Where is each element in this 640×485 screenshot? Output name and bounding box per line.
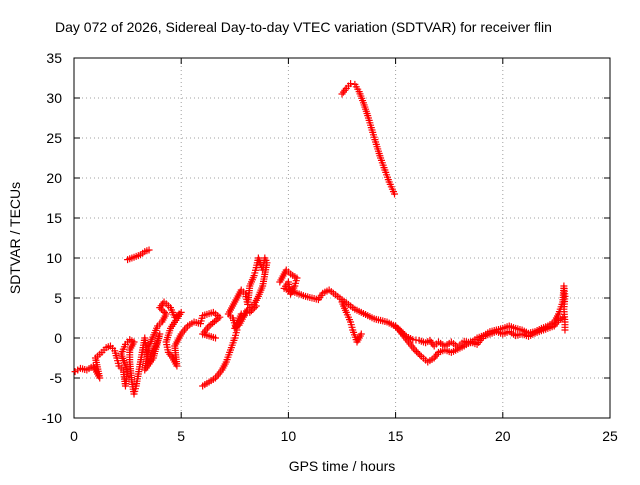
plot-frame xyxy=(73,57,611,419)
data-point xyxy=(414,349,422,357)
data-point xyxy=(561,326,569,334)
data-point xyxy=(161,308,169,316)
data-point xyxy=(251,304,259,312)
y-tick-label: 10 xyxy=(46,250,62,266)
series-segment-5 xyxy=(338,298,365,346)
data-layer xyxy=(71,80,569,398)
data-point xyxy=(159,307,167,315)
y-tick-label: 20 xyxy=(46,170,62,186)
data-point xyxy=(413,348,421,356)
data-point xyxy=(416,351,424,359)
data-point xyxy=(411,346,419,354)
y-tick-label: -10 xyxy=(42,410,62,426)
grid-layer xyxy=(74,58,610,418)
series-segment-2 xyxy=(124,246,153,264)
data-point xyxy=(212,334,220,342)
y-tick-label: 30 xyxy=(46,90,62,106)
y-tick-label: -5 xyxy=(50,370,63,386)
data-point xyxy=(347,80,355,88)
x-tick-label: 20 xyxy=(495,428,511,444)
data-point xyxy=(357,330,365,338)
x-axis-label: GPS time / hours xyxy=(289,458,396,474)
data-point xyxy=(391,190,399,198)
y-tick-label: 0 xyxy=(54,330,62,346)
x-tick-label: 15 xyxy=(388,428,404,444)
data-point xyxy=(145,246,153,254)
x-tick-label: 25 xyxy=(602,428,618,444)
data-point xyxy=(246,308,254,316)
y-tick-label: 35 xyxy=(46,50,62,66)
series-segment-1 xyxy=(71,298,224,398)
y-tick-label: 5 xyxy=(54,290,62,306)
data-point xyxy=(162,310,170,318)
chart-title: Day 072 of 2026, Sidereal Day-to-day VTE… xyxy=(55,19,552,35)
data-point xyxy=(249,305,257,313)
data-point xyxy=(559,314,567,322)
y-tick-label: 25 xyxy=(46,130,62,146)
y-tick-label: 15 xyxy=(46,210,62,226)
tick-label-layer: 0 5 10 15 20 25 -10 -5 0 5 10 15 20 25 30 35 xyxy=(42,50,618,444)
y-axis-label: SDTVAR / TECUs xyxy=(7,182,23,294)
series-segment-6 xyxy=(392,314,567,366)
x-tick-label: 10 xyxy=(281,428,297,444)
series-segment-3 xyxy=(199,254,271,390)
x-tick-label: 5 xyxy=(177,428,185,444)
data-point xyxy=(252,302,260,310)
tick-layer xyxy=(73,57,611,419)
data-point xyxy=(247,307,255,315)
x-tick-label: 0 xyxy=(70,428,78,444)
series-segment-7 xyxy=(338,80,399,198)
